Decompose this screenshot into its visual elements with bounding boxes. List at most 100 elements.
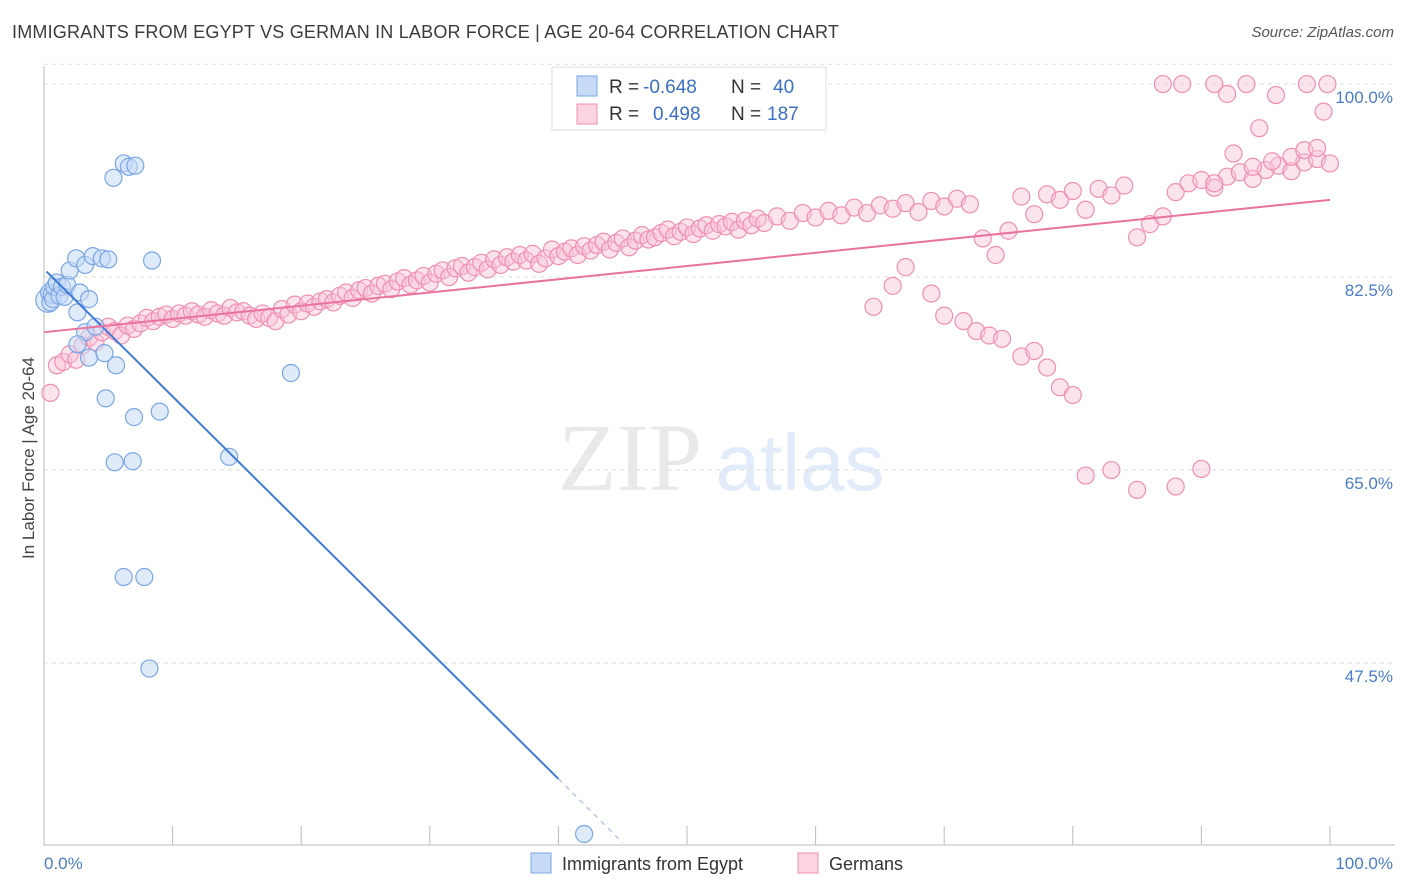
germans-point bbox=[1063, 385, 1082, 405]
egypt-point bbox=[150, 402, 169, 421]
egypt-point bbox=[96, 389, 115, 408]
legend-r-label-germans: R = bbox=[609, 104, 639, 125]
bottom-legend: Immigrants from Egypt Germans bbox=[530, 852, 903, 874]
germans-point bbox=[620, 238, 639, 257]
y-tick-label: 65.0% bbox=[1345, 474, 1393, 493]
germans-point bbox=[1166, 477, 1185, 496]
legend-r-label-egypt: R = bbox=[609, 77, 639, 98]
germans-point bbox=[1115, 176, 1134, 195]
germans-point bbox=[600, 240, 619, 259]
germans-point bbox=[896, 194, 915, 213]
x-tick-label-min: 0.0% bbox=[44, 854, 83, 873]
bottom-legend-label-egypt: Immigrants from Egypt bbox=[562, 854, 743, 874]
germans-point bbox=[1173, 74, 1192, 94]
germans-point bbox=[1127, 480, 1147, 499]
egypt-point bbox=[220, 447, 239, 466]
egypt-point bbox=[114, 567, 133, 587]
y-tick-label: 47.5% bbox=[1345, 667, 1393, 686]
germans-point bbox=[1012, 187, 1031, 206]
germans-point bbox=[452, 256, 472, 276]
germans-point bbox=[1237, 74, 1256, 94]
legend-r-value-germans: 0.498 bbox=[653, 104, 701, 125]
egypt-point bbox=[106, 356, 126, 375]
egypt-point bbox=[104, 168, 123, 187]
axes bbox=[43, 66, 1395, 846]
germans-point bbox=[1166, 183, 1185, 202]
gridlines bbox=[44, 63, 1395, 664]
bottom-legend-label-germans: Germans bbox=[829, 854, 903, 874]
trendlines bbox=[43, 198, 1331, 844]
top-legend: R = -0.648 N = 40 R = 0.498 N = 187 bbox=[551, 66, 827, 131]
germans-point bbox=[1205, 178, 1224, 197]
legend-n-label-egypt: N = bbox=[731, 77, 761, 98]
legend-n-value-egypt: 40 bbox=[773, 77, 794, 98]
egypt-point bbox=[99, 250, 118, 269]
egypt-point bbox=[281, 363, 301, 383]
legend-r-value-egypt: -0.648 bbox=[643, 77, 697, 98]
germans-series bbox=[41, 74, 1340, 499]
y-tick-labels: 47.5% 65.0% 82.5% 100.0% bbox=[1335, 88, 1393, 686]
germans-point bbox=[992, 329, 1012, 348]
germans-point bbox=[1192, 459, 1211, 479]
germans-point bbox=[1025, 205, 1044, 224]
y-axis-label: In Labor Force | Age 20-64 bbox=[19, 357, 38, 559]
x-tick-labels: 0.0% 100.0% bbox=[44, 854, 1393, 873]
germans-point bbox=[1076, 200, 1095, 219]
egypt-point bbox=[140, 659, 159, 678]
legend-swatch-germans bbox=[576, 103, 598, 125]
germans-point bbox=[1063, 181, 1082, 201]
egypt-point bbox=[142, 251, 162, 270]
germans-point bbox=[909, 202, 928, 222]
legend-n-label-germans: N = bbox=[731, 104, 761, 125]
germans-point bbox=[973, 229, 992, 248]
egypt-point bbox=[126, 156, 145, 175]
germans-point bbox=[896, 258, 915, 277]
germans-point bbox=[1243, 157, 1262, 176]
bottom-legend-swatch-egypt bbox=[530, 852, 552, 874]
y-tick-label: 100.0% bbox=[1335, 88, 1393, 107]
germans-trendline bbox=[43, 198, 1331, 334]
egypt-point bbox=[68, 335, 87, 354]
watermark-atlas: atlas bbox=[716, 418, 885, 507]
egypt-point bbox=[135, 567, 154, 587]
germans-point bbox=[677, 218, 697, 237]
legend-box bbox=[551, 66, 827, 131]
germans-point bbox=[1263, 152, 1282, 171]
watermark-zip: ZIP bbox=[558, 404, 702, 511]
egypt-point bbox=[79, 348, 99, 367]
germans-point bbox=[1102, 186, 1121, 205]
germans-point bbox=[864, 297, 883, 316]
germans-point bbox=[1308, 138, 1327, 158]
germans-point bbox=[1153, 74, 1172, 94]
watermark: ZIP atlas bbox=[558, 404, 884, 511]
germans-point bbox=[1205, 74, 1224, 94]
germans-point bbox=[999, 221, 1018, 240]
germans-point bbox=[1127, 228, 1147, 247]
germans-point bbox=[1050, 190, 1070, 209]
x-tick-label-max: 100.0% bbox=[1335, 854, 1393, 873]
germans-point bbox=[1224, 144, 1243, 163]
germans-point bbox=[954, 312, 973, 331]
egypt-point bbox=[95, 344, 114, 363]
germans-point bbox=[883, 276, 902, 295]
bottom-legend-swatch-germans bbox=[797, 852, 819, 874]
germans-point bbox=[1318, 74, 1337, 94]
y-tick-label: 82.5% bbox=[1345, 281, 1393, 300]
germans-point bbox=[1250, 119, 1269, 138]
germans-point bbox=[1205, 174, 1224, 193]
egypt-point bbox=[124, 408, 144, 427]
germans-point bbox=[1314, 102, 1333, 121]
germans-point bbox=[960, 195, 980, 214]
egypt-point bbox=[123, 452, 142, 471]
chart-title: IMMIGRANTS FROM EGYPT VS GERMAN IN LABOR… bbox=[12, 22, 840, 42]
egypt-point bbox=[575, 824, 594, 844]
legend-n-value-germans: 187 bbox=[767, 104, 799, 125]
germans-point bbox=[1218, 84, 1237, 104]
egypt-point bbox=[79, 290, 99, 309]
germans-point bbox=[1320, 154, 1340, 173]
egypt-point bbox=[105, 453, 124, 472]
egypt-trendline bbox=[45, 270, 560, 780]
germans-point bbox=[1025, 341, 1044, 361]
germans-point bbox=[1297, 74, 1316, 94]
germans-point bbox=[986, 245, 1005, 265]
